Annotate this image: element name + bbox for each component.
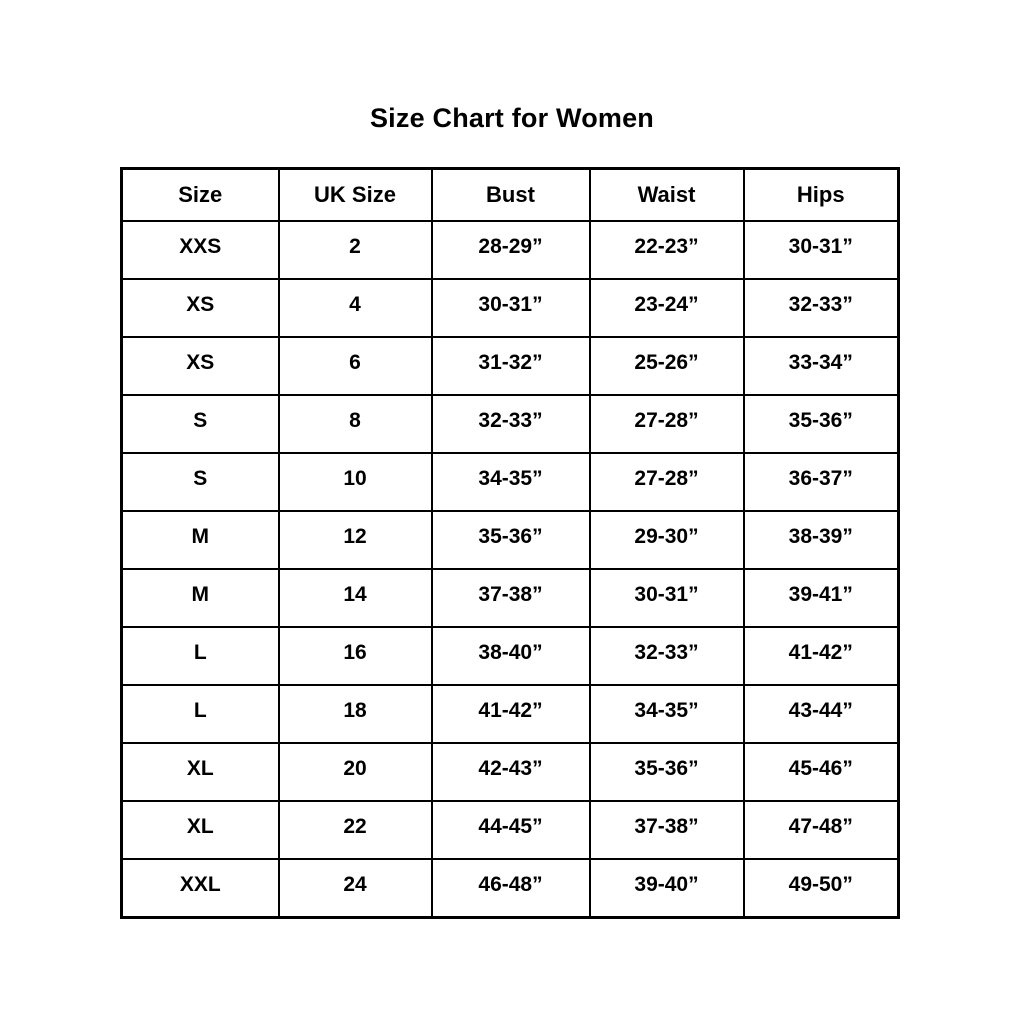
table-cell: 38-39”: [742, 510, 900, 570]
table-cell: 27-28”: [588, 452, 745, 512]
table-cell: 41-42”: [430, 684, 591, 744]
table-cell: M: [120, 510, 280, 570]
table-cell: 32-33”: [742, 278, 900, 338]
table-row: XL 22 44-45” 37-38” 47-48”: [120, 800, 900, 860]
table-row: L 18 41-42” 34-35” 43-44”: [120, 684, 900, 744]
header-row: Size UK Size Bust Waist Hips: [120, 167, 900, 222]
table-cell: 32-33”: [588, 626, 745, 686]
table-cell: 25-26”: [588, 336, 745, 396]
table-cell: 44-45”: [430, 800, 591, 860]
table-row: XXS 2 28-29” 22-23” 30-31”: [120, 220, 900, 280]
table-cell: 4: [277, 278, 433, 338]
table-cell: 46-48”: [430, 858, 591, 919]
table-cell: 38-40”: [430, 626, 591, 686]
table-cell: 42-43”: [430, 742, 591, 802]
table-cell: L: [120, 626, 280, 686]
table-cell: 27-28”: [588, 394, 745, 454]
table-cell: 32-33”: [430, 394, 591, 454]
table-cell: S: [120, 452, 280, 512]
table-row: XS 6 31-32” 25-26” 33-34”: [120, 336, 900, 396]
table-cell: 36-37”: [742, 452, 900, 512]
table-cell: 31-32”: [430, 336, 591, 396]
table-row: M 12 35-36” 29-30” 38-39”: [120, 510, 900, 570]
table-cell: 37-38”: [430, 568, 591, 628]
table-cell: 16: [277, 626, 433, 686]
table-cell: XS: [120, 278, 280, 338]
table-row: S 8 32-33” 27-28” 35-36”: [120, 394, 900, 454]
table-cell: 35-36”: [742, 394, 900, 454]
table-cell: 6: [277, 336, 433, 396]
table-cell: 30-31”: [430, 278, 591, 338]
table-cell: 49-50”: [742, 858, 900, 919]
table-row: M 14 37-38” 30-31” 39-41”: [120, 568, 900, 628]
column-header-uk-size: UK Size: [277, 167, 433, 222]
table-cell: 22-23”: [588, 220, 745, 280]
table-row: S 10 34-35” 27-28” 36-37”: [120, 452, 900, 512]
table-cell: 34-35”: [588, 684, 745, 744]
table-cell: 18: [277, 684, 433, 744]
table-cell: 30-31”: [588, 568, 745, 628]
table-cell: 30-31”: [742, 220, 900, 280]
table-cell: 2: [277, 220, 433, 280]
table-cell: M: [120, 568, 280, 628]
table-cell: XXL: [120, 858, 280, 919]
table-cell: 33-34”: [742, 336, 900, 396]
table-cell: 14: [277, 568, 433, 628]
table-cell: S: [120, 394, 280, 454]
column-header-waist: Waist: [588, 167, 745, 222]
table-row: XL 20 42-43” 35-36” 45-46”: [120, 742, 900, 802]
table-cell: XS: [120, 336, 280, 396]
table-cell: 24: [277, 858, 433, 919]
table-row: XS 4 30-31” 23-24” 32-33”: [120, 278, 900, 338]
size-chart-table-container: Size UK Size Bust Waist Hips XXS 2 28-29…: [120, 167, 900, 919]
table-cell: 12: [277, 510, 433, 570]
table-cell: 37-38”: [588, 800, 745, 860]
table-row: XXL 24 46-48” 39-40” 49-50”: [120, 858, 900, 919]
table-cell: L: [120, 684, 280, 744]
size-chart-table: Size UK Size Bust Waist Hips XXS 2 28-29…: [120, 167, 900, 919]
table-cell: 23-24”: [588, 278, 745, 338]
page-title: Size Chart for Women: [369, 103, 655, 133]
table-cell: 45-46”: [742, 742, 900, 802]
column-header-hips: Hips: [742, 167, 900, 222]
table-cell: 43-44”: [742, 684, 900, 744]
table-cell: 39-41”: [742, 568, 900, 628]
table-cell: 47-48”: [742, 800, 900, 860]
table-cell: 22: [277, 800, 433, 860]
table-cell: XL: [120, 742, 280, 802]
column-header-size: Size: [120, 167, 280, 222]
table-cell: XXS: [120, 220, 280, 280]
table-cell: 29-30”: [588, 510, 745, 570]
table-row: L 16 38-40” 32-33” 41-42”: [120, 626, 900, 686]
table-cell: 35-36”: [430, 510, 591, 570]
table-cell: 8: [277, 394, 433, 454]
table-cell: 28-29”: [430, 220, 591, 280]
table-cell: 35-36”: [588, 742, 745, 802]
table-cell: 34-35”: [430, 452, 591, 512]
table-cell: 41-42”: [742, 626, 900, 686]
table-cell: 39-40”: [588, 858, 745, 919]
column-header-bust: Bust: [430, 167, 591, 222]
table-cell: 20: [277, 742, 433, 802]
table-cell: 10: [277, 452, 433, 512]
table-cell: XL: [120, 800, 280, 860]
